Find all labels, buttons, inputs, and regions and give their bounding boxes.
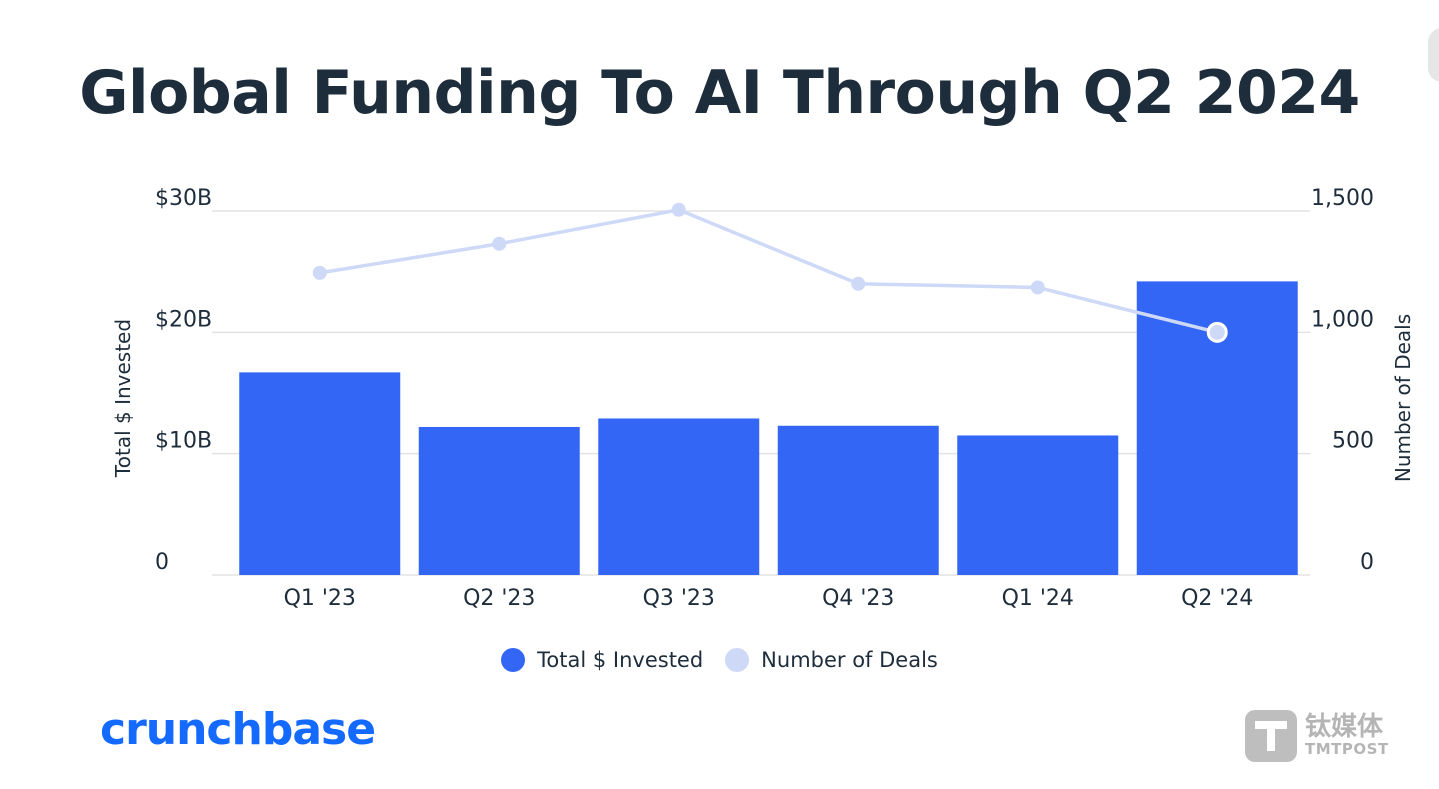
legend-swatch-line [725,648,750,672]
watermark-en: TMTPOST [1305,739,1389,758]
y2-tick-label: 1,000 [1311,307,1374,332]
deals-point[interactable] [1030,280,1045,295]
x-tick-label: Q3 '23 [643,586,715,611]
line-layer [312,202,1228,343]
x-tick-label: Q2 '24 [1181,586,1253,611]
tmtpost-watermark: 钛媒体 TMTPOST [1245,710,1389,762]
deals-point[interactable] [671,202,686,217]
deals-point[interactable] [492,236,507,251]
watermark-cn: 钛媒体 [1305,712,1384,743]
deals-point[interactable] [851,276,866,291]
legend-swatch-bar [501,648,526,672]
deals-line [319,208,1218,335]
tmtpost-logo-icon [1245,710,1297,762]
bar[interactable] [418,426,580,575]
deals-point[interactable] [312,265,327,280]
corner-shape [1428,28,1439,82]
bar[interactable] [777,425,939,575]
x-tick-label: Q1 '23 [284,586,356,611]
y-axis-title: Total $ Invested [111,319,135,478]
legend-item-total-invested[interactable]: Total $ Invested [501,648,703,672]
tick-layer: 0 0 $10B 500 $20B 1,000 $30B 1,500 Q1 '23 Q2 '23 Q… [155,186,1374,611]
y2-tick-label: 500 [1332,429,1374,454]
deals-point[interactable] [1206,321,1228,343]
legend-label-total-invested: Total $ Invested [537,648,704,672]
legend: Total $ Invested Number of Deals [0,648,1439,672]
y-tick-label: $10B [155,429,212,454]
x-tick-label: Q4 '23 [822,586,894,611]
x-tick-label: Q1 '24 [1002,586,1074,611]
legend-label-number-of-deals: Number of Deals [761,648,938,672]
x-tick-label: Q2 '23 [463,586,535,611]
bar-layer [239,281,1298,575]
bar[interactable] [957,435,1119,575]
legend-item-number-of-deals[interactable]: Number of Deals [725,648,938,672]
y-tick-label: $20B [155,307,212,332]
bar[interactable] [598,418,760,575]
y-tick-label: 0 [155,550,169,575]
crunchbase-logo: crunchbase [100,704,376,755]
y2-tick-label: 1,500 [1311,186,1374,211]
y2-tick-label: 0 [1360,550,1374,575]
bar[interactable] [239,372,401,575]
chart-title: Global Funding To AI Through Q2 2024 [79,58,1360,128]
y-tick-label: $30B [155,186,212,211]
y2-axis-title: Number of Deals [1391,314,1415,482]
